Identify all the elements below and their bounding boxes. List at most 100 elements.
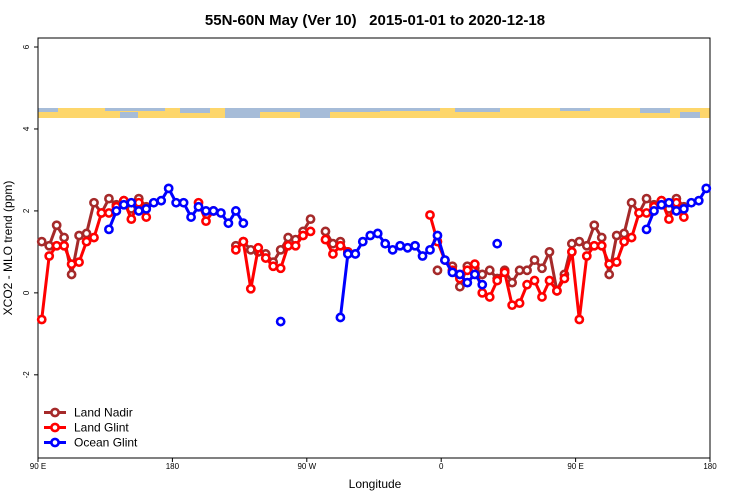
data-point [44, 251, 55, 261]
data-point [201, 216, 211, 227]
data-point [216, 208, 226, 218]
data-point [641, 193, 652, 204]
data-point [626, 197, 637, 208]
data-point [507, 300, 518, 311]
data-point [402, 242, 413, 253]
data-point [425, 244, 435, 255]
data-point [320, 226, 331, 237]
x-tick-label: 90 E [30, 462, 46, 471]
data-point [581, 251, 592, 261]
data-point [96, 208, 107, 218]
data-point [574, 314, 585, 325]
data-point [701, 183, 712, 194]
y-tick-label: 0 [22, 290, 31, 295]
data-point [305, 226, 316, 237]
legend-marker [50, 422, 60, 433]
legend-marker [50, 407, 60, 418]
data-point [596, 240, 607, 251]
data-point [365, 230, 376, 241]
data-point [238, 218, 249, 229]
data-point [59, 232, 70, 243]
data-point [305, 214, 316, 225]
data-point [454, 269, 465, 280]
x-tick-label: 90 W [297, 462, 316, 471]
data-point [81, 236, 92, 247]
data-point [171, 197, 182, 208]
data-point [641, 208, 652, 218]
legend-label: Ocean Glint [74, 436, 138, 450]
data-point [104, 208, 114, 218]
data-point [238, 236, 249, 247]
data-point [268, 261, 279, 272]
data-point [499, 267, 510, 278]
data-point [529, 275, 540, 286]
data-point [178, 197, 189, 208]
data-point [484, 292, 495, 302]
plot-frame [37, 37, 711, 459]
data-point [342, 249, 353, 259]
data-point [74, 230, 84, 241]
data-point [275, 244, 286, 255]
x-tick-label: 90 E [567, 462, 583, 471]
data-point [283, 240, 294, 251]
data-point [298, 230, 308, 241]
data-point [537, 263, 547, 274]
data-point [581, 240, 592, 251]
data-point [454, 281, 465, 292]
data-point [596, 232, 607, 243]
data-point [604, 269, 615, 280]
legend-marker [50, 437, 60, 448]
data-point [275, 263, 286, 274]
data-point [619, 228, 630, 239]
chart-title: 55N-60N May (Ver 10) 2015-01-01 to 2020-… [205, 12, 545, 29]
data-point [432, 230, 443, 241]
data-point [432, 265, 443, 276]
y-tick-label: -2 [22, 371, 31, 379]
data-point [126, 197, 137, 208]
data-point [395, 240, 406, 251]
data-point [425, 210, 435, 220]
data-point [186, 212, 196, 222]
data-point [477, 279, 488, 290]
data-point [290, 240, 301, 251]
data-point [36, 236, 47, 247]
data-point [410, 240, 420, 251]
data-point [447, 267, 458, 278]
data-point [335, 240, 346, 251]
data-point [566, 246, 577, 257]
data-point [544, 275, 555, 286]
data-point [148, 197, 159, 208]
data-point [111, 206, 122, 216]
data-point [133, 206, 144, 216]
data-point [387, 244, 398, 255]
data-point [201, 206, 211, 216]
data-point [118, 199, 129, 210]
map-strip [38, 108, 710, 118]
data-point [141, 203, 152, 214]
x-axis-label: Longitude [349, 477, 402, 491]
data-point [671, 197, 682, 208]
data-point [66, 259, 77, 270]
data-point [320, 234, 331, 245]
data-point [126, 214, 137, 225]
data-point [283, 232, 294, 243]
data-point [649, 206, 659, 216]
data-point [678, 212, 689, 222]
data-point [656, 199, 667, 210]
data-point [66, 269, 77, 280]
data-point [104, 193, 114, 204]
data-point [253, 242, 264, 253]
data-point [357, 236, 368, 247]
data-point [36, 314, 47, 325]
data-point [230, 244, 241, 255]
y-tick-label: 4 [22, 126, 31, 131]
data-point [193, 201, 204, 212]
data-point [372, 228, 383, 239]
data-point [678, 203, 689, 214]
data-point [484, 265, 495, 276]
data-point [589, 220, 600, 231]
y-tick-label: 2 [22, 208, 31, 213]
data-point [566, 238, 577, 249]
data-point [59, 240, 70, 251]
